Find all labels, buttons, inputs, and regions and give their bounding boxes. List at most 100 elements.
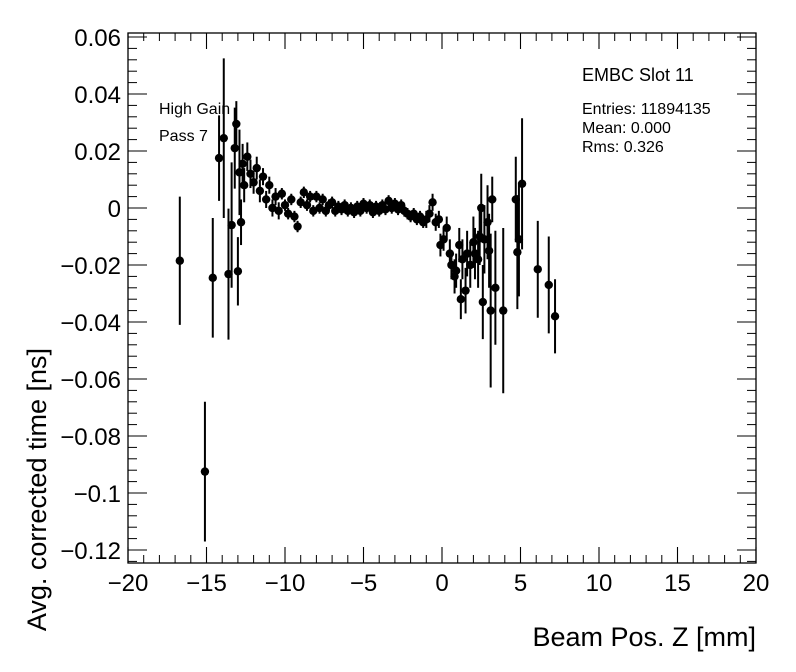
data-point [235,168,244,177]
data-point [439,235,448,244]
data-point [265,181,274,190]
data-point [243,152,252,161]
data-point [384,196,393,206]
data-point [480,235,489,244]
x-tick-label: 20 [743,570,770,597]
y-tick-label: −0.06 [60,367,121,394]
data-point [442,223,451,233]
x-tick-label: −20 [108,570,149,597]
data-point [466,260,475,270]
x-tick-labels: −20 −15 −10 −5 0 5 10 15 20 [108,570,770,597]
y-tick-label: −0.02 [60,253,121,280]
x-tick-label: −5 [350,570,377,597]
y-tick-label: 0.06 [74,25,121,52]
data-point [517,179,527,188]
data-point [456,295,466,304]
data-point [219,133,228,143]
data-point [252,163,261,173]
data-point [318,195,327,204]
data-point [214,153,224,163]
data-point [356,206,365,216]
data-point [224,269,233,279]
data-point [305,192,315,201]
data-point [246,169,255,178]
data-point [327,198,337,207]
data-point [451,266,461,275]
data-point [238,159,247,169]
data-point [208,273,217,283]
data-point [175,256,185,265]
data-point [458,255,467,264]
data-point [261,195,271,204]
data-point [293,222,302,231]
data-point [236,218,246,227]
data-point [365,200,374,210]
data-point [255,186,265,196]
data-point [514,235,524,244]
data-point [258,172,268,181]
y-tick-label: −0.1 [74,481,121,508]
data-point [478,297,488,307]
data-point [232,119,241,129]
data-point [447,260,456,270]
x-tick-label: −15 [186,570,227,597]
data-point [315,203,324,213]
data-point [499,306,508,315]
data-point [550,312,560,321]
data-point [484,246,494,255]
data-point [544,280,553,290]
data-point [239,181,249,190]
data-points [175,58,560,542]
data-point [280,200,290,210]
data-point [473,255,483,264]
data-point [287,195,296,204]
y-tick-labels: −0.12 −0.1 −0.08 −0.06 −0.04 −0.02 0 0.02 0.04 0.… [60,25,121,565]
x-tick-label: 0 [435,570,448,597]
y-tick-label: 0.02 [74,139,121,166]
data-point [309,206,318,216]
data-point [488,195,497,204]
data-point [477,203,486,213]
y-tick-label: −0.08 [60,424,121,451]
x-tick-label: 15 [664,570,691,597]
data-point [299,188,309,197]
data-point [486,306,495,315]
y-tick-label: −0.12 [60,538,121,565]
data-point [227,220,236,230]
annotation-pass: Pass 7 [159,128,208,145]
data-point [381,205,390,214]
data-point [200,467,210,476]
data-point [462,249,472,258]
data-point [491,283,500,292]
data-point [290,212,299,221]
data-point [274,206,283,216]
data-point [425,209,434,218]
data-point [461,286,470,295]
x-tick-label: −10 [265,570,306,597]
data-point [230,143,239,153]
data-point [428,198,437,207]
data-point [277,189,287,198]
data-point [434,215,444,224]
stats-entries: Entries: 11894135 [582,101,711,118]
data-point [233,267,243,276]
data-point [249,178,258,187]
stats-rms: Rms: 0.326 [582,139,664,156]
y-tick-label: 0.04 [74,82,121,109]
y-axis-title: Avg. corrected time [ns] [22,348,52,631]
stats-title: EMBC Slot 11 [582,65,694,85]
data-point [296,198,305,207]
x-tick-label: 10 [586,570,613,597]
data-point [455,240,464,250]
x-axis-title: Beam Pos. Z [mm] [532,622,756,652]
data-point [533,265,542,274]
data-point [445,249,455,258]
y-tick-label: −0.04 [60,310,121,337]
y-tick-label: 0 [108,196,121,223]
data-point [469,238,478,247]
data-point [312,192,321,201]
data-point [483,218,492,227]
x-tick-label: 5 [514,570,527,597]
data-point [513,247,522,257]
